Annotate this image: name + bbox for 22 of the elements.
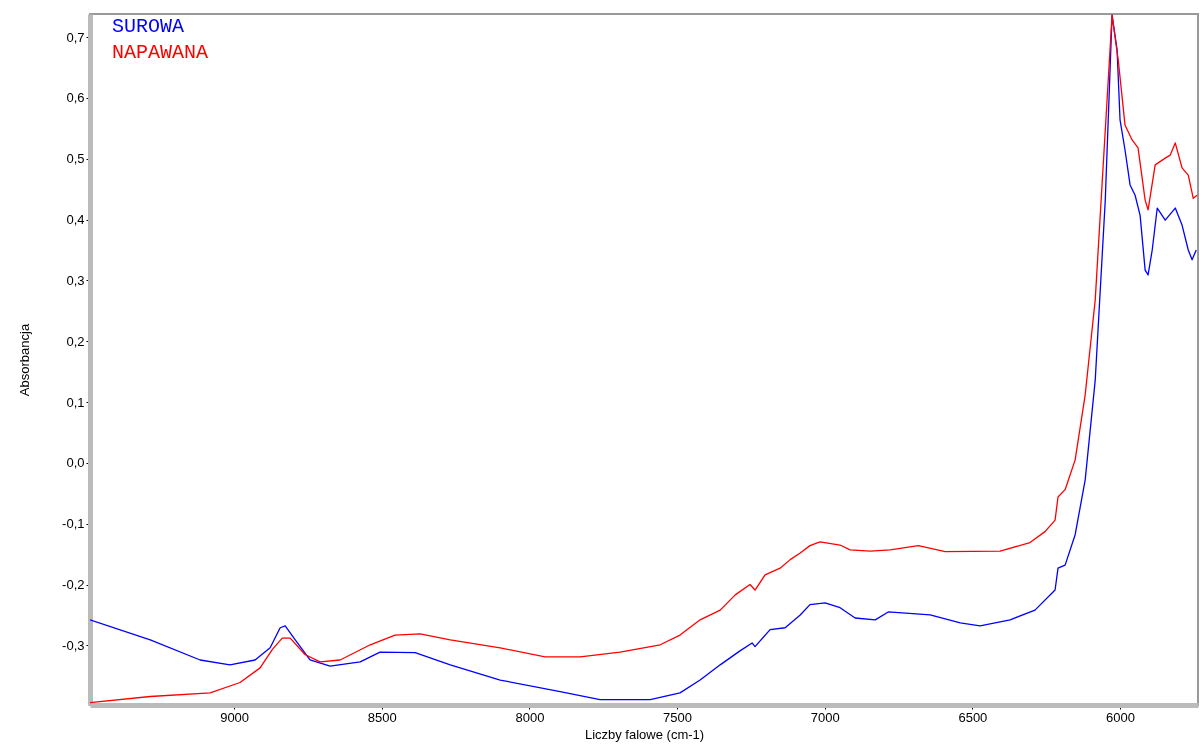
x-tick-label: 9000: [220, 709, 250, 725]
text: NAPAWANA: [112, 41, 209, 64]
y-tick-label: 0,0: [66, 455, 85, 471]
y-tick-label: -0,3: [62, 637, 85, 653]
y-tick-label: -0,1: [62, 516, 85, 532]
text: SUROWA: [112, 15, 185, 38]
x-axis-title: Liczby falowe (cm-1): [584, 726, 705, 742]
y-tick-label: -0,2: [62, 577, 85, 593]
x-tick-label: 6000: [1106, 709, 1135, 725]
x-tick-label: 6500: [958, 709, 988, 725]
x-tick-label: 8500: [367, 709, 397, 725]
y-tick-label: 0,3: [66, 272, 85, 288]
y-tick-label: 0,6: [66, 90, 85, 106]
y-tick-label: 0,5: [66, 151, 85, 167]
y-tick-label: 0,1: [66, 394, 85, 410]
y-tick-label: 0,4: [66, 212, 85, 228]
x-tick-label: 7500: [663, 709, 693, 725]
y-axis-title: Absorbancja: [17, 323, 33, 397]
x-tick-label: 8000: [515, 709, 545, 725]
y-tick-label: 0,2: [66, 333, 85, 349]
x-tick-label: 7000: [810, 709, 840, 725]
y-tick-label: 0,7: [66, 29, 85, 45]
